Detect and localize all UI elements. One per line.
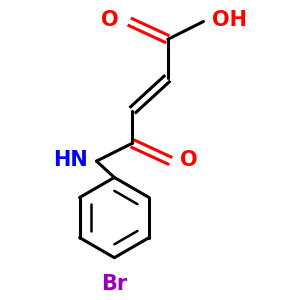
Text: O: O bbox=[101, 10, 119, 30]
Text: HN: HN bbox=[53, 150, 88, 169]
Text: OH: OH bbox=[212, 10, 247, 30]
Text: O: O bbox=[180, 150, 197, 169]
Text: Br: Br bbox=[101, 274, 128, 294]
